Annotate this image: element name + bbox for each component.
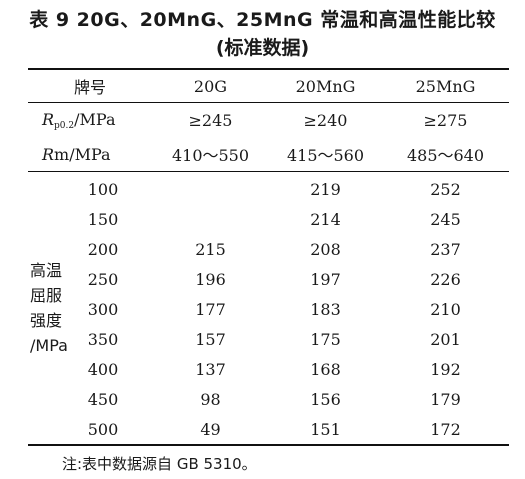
table-cell: 196 bbox=[195, 269, 226, 289]
table-cell: ≥275 bbox=[423, 110, 468, 130]
table-cell: 485～640 bbox=[382, 137, 509, 172]
table-cell: 49 bbox=[152, 414, 269, 446]
header-col-25mng: 25MnG bbox=[382, 68, 509, 103]
table-cell: 151 bbox=[269, 414, 382, 446]
table-title: 表 9 20G、20MnG、25MnG 常温和高温性能比较 bbox=[29, 9, 496, 31]
comparison-table: 牌号 20G 20MnG 25MnG Rp0.2/MPa ≥245 ≥240 ≥… bbox=[28, 68, 509, 446]
table-cell: 201 bbox=[430, 329, 461, 349]
table-cell: 168 bbox=[310, 359, 341, 379]
table-cell: 210 bbox=[430, 299, 461, 319]
temperature-cell: 250 bbox=[87, 269, 119, 289]
header-row: 牌号 20G 20MnG 25MnG bbox=[28, 68, 509, 103]
table-row: 100 219 252 bbox=[28, 172, 509, 205]
table-cell: 415～560 bbox=[269, 137, 382, 172]
table-cell: 172 bbox=[382, 414, 509, 446]
table-cell: 208 bbox=[310, 239, 341, 259]
table-cell: 156 bbox=[310, 389, 341, 409]
table-cell: 157 bbox=[195, 329, 226, 349]
temperature-cell: 300 bbox=[87, 299, 119, 319]
rm-label: Rm/MPa bbox=[28, 137, 152, 172]
table-cell: 137 bbox=[195, 359, 226, 379]
row-rp02: Rp0.2/MPa ≥245 ≥240 ≥275 bbox=[28, 103, 509, 138]
table-cell bbox=[152, 204, 269, 234]
temperature-cell: 200 bbox=[87, 239, 119, 259]
table-cell: 219 bbox=[310, 179, 341, 199]
temperature-cell: 500 bbox=[28, 414, 152, 446]
table-row: 450 98 156 179 bbox=[28, 384, 509, 414]
table-cell: ≥240 bbox=[303, 110, 348, 130]
table-cell: ≥245 bbox=[188, 110, 233, 130]
rp02-label-symbol: R bbox=[42, 109, 55, 129]
table-cell: 214 bbox=[310, 209, 341, 229]
rp02-label-subscript: p0.2 bbox=[54, 120, 75, 131]
table-cell: 252 bbox=[430, 179, 461, 199]
table-row: 350 157 175 201 bbox=[28, 324, 509, 354]
table-row: 150 214 245 bbox=[28, 204, 509, 234]
rm-label-unit: m/MPa bbox=[54, 144, 111, 164]
yield-label-line: 高温 bbox=[30, 261, 63, 280]
rm-label-symbol: R bbox=[42, 144, 55, 164]
rp02-label: Rp0.2/MPa bbox=[28, 103, 152, 138]
table-cell: 226 bbox=[430, 269, 461, 289]
yield-label-line: /MPa bbox=[30, 336, 68, 355]
table-cell: 175 bbox=[310, 329, 341, 349]
table-cell: 192 bbox=[430, 359, 461, 379]
temperature-cell: 400 bbox=[87, 359, 119, 379]
table-cell: 245 bbox=[430, 209, 461, 229]
header-col-20mng: 20MnG bbox=[269, 68, 382, 103]
table-cell: 177 bbox=[195, 299, 226, 319]
table-cell: 183 bbox=[310, 299, 341, 319]
table-row: 200 215 208 237 bbox=[28, 234, 509, 264]
table-cell: 215 bbox=[195, 239, 226, 259]
header-grade-label: 牌号 bbox=[28, 68, 152, 103]
temperature-rows: 100 219 252 150 214 245 200 215 208 237 250 196 197 2… bbox=[28, 172, 509, 446]
table-cell bbox=[152, 172, 269, 205]
table-cell: 179 bbox=[430, 389, 461, 409]
temperature-cell: 350 bbox=[87, 329, 119, 349]
table-row: 250 196 197 226 bbox=[28, 264, 509, 294]
temperature-cell: 150 bbox=[87, 209, 119, 229]
table-cell: 197 bbox=[310, 269, 341, 289]
table-cell: 237 bbox=[430, 239, 461, 259]
table-row: 500 49 151 172 bbox=[28, 414, 509, 446]
table-cell: 98 bbox=[200, 389, 221, 409]
table-row: 300 177 183 210 bbox=[28, 294, 509, 324]
yield-label-line: 屈服 bbox=[30, 286, 63, 305]
yield-strength-label: 高温 屈服 强度 /MPa bbox=[30, 258, 90, 358]
table-subtitle: (标准数据) bbox=[215, 37, 310, 59]
temperature-cell: 450 bbox=[87, 389, 119, 409]
table-row: 400 137 168 192 bbox=[28, 354, 509, 384]
yield-label-line: 强度 bbox=[30, 311, 63, 330]
source-note: 注:表中数据源自 GB 5310。 bbox=[62, 455, 257, 473]
table-cell: 410～550 bbox=[152, 137, 269, 172]
row-rm: Rm/MPa 410～550 415～560 485～640 bbox=[28, 137, 509, 172]
header-col-20g: 20G bbox=[152, 68, 269, 103]
temperature-cell: 100 bbox=[87, 179, 119, 199]
rp02-label-unit: /MPa bbox=[74, 109, 116, 129]
